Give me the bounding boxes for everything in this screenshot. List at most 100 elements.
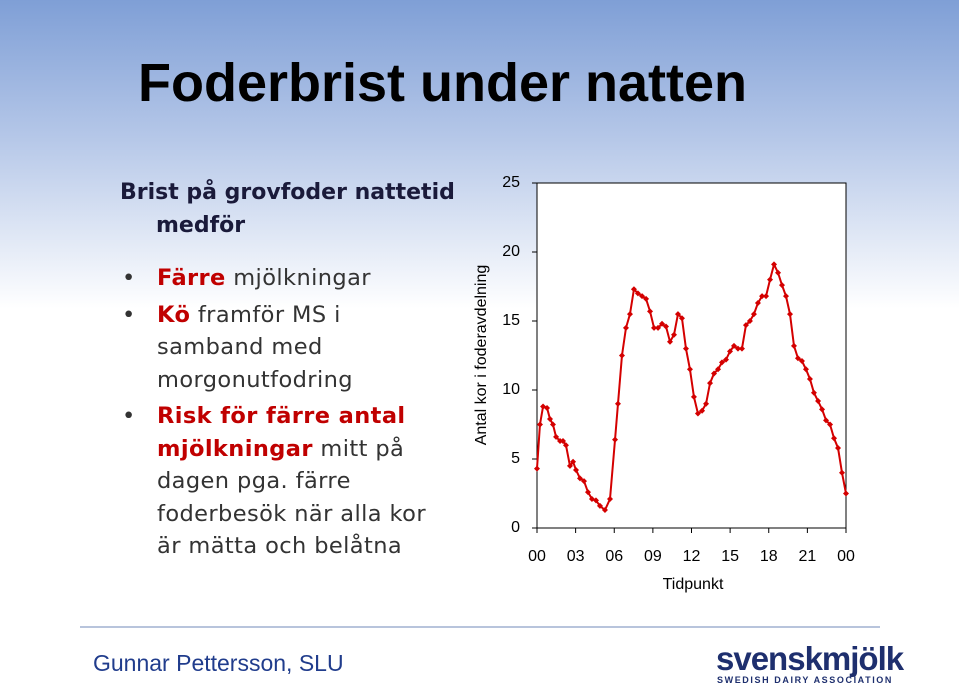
data-point (802, 366, 809, 373)
x-tick-label: 06 (605, 548, 623, 565)
data-point (754, 300, 761, 307)
data-point (794, 355, 801, 362)
slide-title: Foderbrist under natten (138, 53, 748, 113)
data-point (703, 400, 710, 407)
data-point (678, 315, 685, 322)
data-point (690, 393, 697, 400)
data-point (746, 318, 753, 324)
data-point (686, 366, 693, 373)
x-tick-label: 00 (837, 548, 855, 565)
logo-subtitle: SWEDISH DAIRY ASSOCIATION (717, 675, 894, 685)
data-point (815, 398, 822, 405)
data-point (534, 465, 540, 472)
data-point (626, 311, 633, 318)
data-point (643, 295, 650, 302)
x-tick-label: 09 (644, 548, 662, 565)
data-point (707, 380, 714, 387)
data-point (806, 375, 813, 382)
data-point (694, 410, 701, 417)
bullet: Färre mjölkningar (120, 262, 450, 295)
data-point (536, 421, 543, 428)
y-axis-label: Antal kor i foderavdelning (473, 265, 490, 446)
intro: Brist på grovfoder nattetid medför (120, 180, 455, 238)
x-tick-label: 12 (683, 548, 701, 565)
data-point (827, 421, 834, 428)
data-point (823, 417, 830, 424)
data-point (647, 308, 654, 315)
x-tick-label: 15 (721, 548, 739, 565)
data-point (783, 293, 790, 300)
data-point (592, 497, 599, 504)
data-point (612, 436, 619, 443)
data-point (580, 478, 587, 485)
footer-rule (80, 626, 880, 628)
data-point (544, 404, 551, 411)
data-point (618, 352, 625, 359)
logo: svenskmjölk (716, 640, 904, 677)
x-tick-label: 00 (528, 548, 546, 565)
data-point (819, 406, 826, 413)
bullet-text: Risk för färre antal mjölkningar (157, 403, 406, 462)
data-point (570, 458, 577, 465)
data-point (723, 356, 730, 363)
data-point (553, 433, 560, 440)
data-point (630, 286, 637, 293)
y-tick-label: 25 (502, 174, 520, 191)
data-point (798, 358, 805, 365)
data-point (670, 331, 677, 338)
y-tick-label: 15 (502, 312, 520, 329)
data-point (730, 342, 737, 349)
data-point (771, 261, 778, 268)
data-point (742, 322, 749, 329)
data-point (577, 475, 584, 482)
data-point (634, 290, 641, 297)
y-tick-label: 20 (502, 243, 520, 260)
chart: Antal kor i foderavdelning Tidpunkt 0 5 10… (473, 174, 855, 593)
data-point (786, 311, 793, 318)
author: Gunnar Pettersson, SLU (93, 650, 344, 676)
data-point (639, 293, 646, 300)
data-point (659, 320, 666, 327)
data-point (750, 311, 757, 318)
data-point (549, 421, 556, 428)
data-point (682, 345, 689, 352)
bullet: Risk för färre antal mjölkningar mitt på… (120, 400, 450, 563)
data-point (699, 407, 706, 414)
data-point (607, 496, 614, 503)
data-point (775, 269, 782, 276)
data-point (719, 359, 726, 366)
x-tick-label: 03 (567, 548, 585, 565)
data-point (726, 348, 733, 355)
data-point (547, 415, 554, 422)
data-point (566, 462, 573, 469)
data-point (562, 442, 569, 449)
data-point (573, 467, 580, 474)
y-tick-label: 10 (502, 381, 520, 398)
data-point (674, 311, 681, 318)
data-point (655, 324, 662, 331)
data-point (810, 389, 817, 396)
data-point (596, 502, 603, 509)
x-tick-label: 18 (760, 548, 778, 565)
data-point (560, 438, 567, 445)
data-point (738, 345, 745, 352)
data-point (767, 276, 774, 283)
data-point (779, 282, 786, 289)
data-point (839, 469, 846, 476)
x-tick-label: 21 (798, 548, 816, 565)
bullet-text: mitt på dagen pga. färre foderbesök när … (157, 435, 426, 560)
bullet: Kö framför MS i samband med morgonutfodr… (120, 299, 450, 397)
bullet-list: Färre mjölkningar Kö framför MS i samband… (120, 262, 450, 567)
plot-area (536, 182, 847, 529)
bullet-text: Kö (157, 301, 191, 328)
bullet-text: mjölkningar (225, 265, 371, 291)
data-point (790, 342, 797, 349)
data-point (835, 444, 842, 451)
data-point (831, 435, 838, 442)
data-point (651, 324, 658, 331)
data-point (666, 338, 673, 345)
data-point (584, 489, 591, 496)
data-point (763, 293, 770, 300)
data-point (663, 323, 670, 330)
y-tick-label: 0 (511, 519, 520, 536)
